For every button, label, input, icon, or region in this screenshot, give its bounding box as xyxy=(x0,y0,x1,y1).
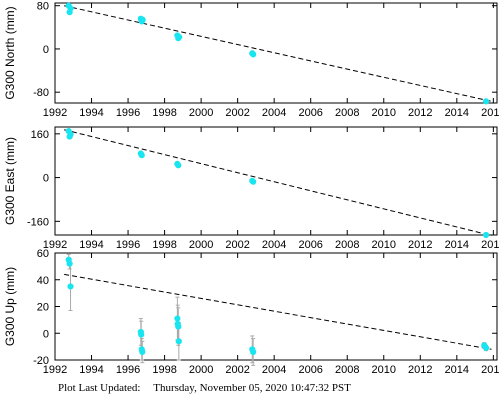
x-tick-label: 2010 xyxy=(372,364,396,376)
data-point xyxy=(482,231,490,239)
x-tick-label: 1998 xyxy=(152,107,176,119)
trend-line xyxy=(64,129,492,237)
trend-line xyxy=(64,5,492,102)
x-tick-label: 2004 xyxy=(262,239,286,251)
x-tick-label: 2014 xyxy=(445,364,469,376)
y-tick-label: -160 xyxy=(27,216,49,228)
y-axis-label: G300 North (mm) xyxy=(3,6,17,99)
data-point xyxy=(67,5,74,12)
data-point xyxy=(175,338,182,345)
plot-frame xyxy=(54,252,498,361)
plot-frame xyxy=(54,126,498,236)
x-tick-label: 2008 xyxy=(335,107,359,119)
x-tick-label: 1992 xyxy=(43,364,67,376)
x-tick-label: 2002 xyxy=(225,239,249,251)
x-tick-label: 1996 xyxy=(116,239,140,251)
data-point xyxy=(138,152,145,159)
data-point xyxy=(139,16,146,23)
x-tick-label: 2010 xyxy=(372,107,396,119)
data-point xyxy=(250,178,257,185)
data-point xyxy=(175,162,182,169)
data-point xyxy=(67,283,74,290)
y-tick-label: 60 xyxy=(37,248,49,260)
x-tick-label: 2000 xyxy=(189,107,213,119)
x-tick-label: 2012 xyxy=(408,107,432,119)
x-tick-label: 1996 xyxy=(116,107,140,119)
x-tick-label: 2014 xyxy=(445,107,469,119)
panel-1: 1992 1994 1996 1998 2000 2002 2004 2006 2008 2010… xyxy=(3,1,500,119)
footer: Plot Last Updated: Thursday, November 05… xyxy=(58,382,351,394)
x-tick-label: 2006 xyxy=(298,239,322,251)
x-tick-label: 2010 xyxy=(372,239,396,251)
x-tick-label: 1994 xyxy=(79,107,103,119)
x-tick-label: 2014 xyxy=(445,239,469,251)
x-tick-label: 1994 xyxy=(79,364,103,376)
panel-3: 1992 1994 1996 1998 2000 2002 2004 2006 2008 2010… xyxy=(3,248,500,376)
footer-timestamp: Thursday, November 05, 2020 10:47:32 PST xyxy=(153,382,351,394)
data-point xyxy=(250,51,257,58)
x-tick-label: 2006 xyxy=(298,107,322,119)
y-tick-label: 40 xyxy=(37,275,49,287)
plot-frame xyxy=(54,2,498,104)
x-tick-label: 1994 xyxy=(79,239,103,251)
data-point xyxy=(250,348,257,356)
x-tick-label: 2004 xyxy=(262,107,286,119)
x-tick-label: 2002 xyxy=(225,364,249,376)
data-point xyxy=(174,315,181,322)
data-point xyxy=(482,344,490,352)
y-tick-label: 0 xyxy=(43,44,49,56)
data-point xyxy=(482,98,490,105)
x-tick-label: 1992 xyxy=(43,239,67,251)
x-tick-label: 2012 xyxy=(408,239,432,251)
panel-2: 1992 1994 1996 1998 2000 2002 2004 2006 2008 2010… xyxy=(3,126,500,251)
x-tick-label: 1998 xyxy=(152,239,176,251)
x-tick-label: 1992 xyxy=(43,107,67,119)
data-point xyxy=(176,33,183,41)
y-tick-label: 0 xyxy=(43,328,49,340)
x-tick-label: 2000 xyxy=(189,364,213,376)
x-tick-label: 2002 xyxy=(225,107,249,119)
footer-label: Plot Last Updated: xyxy=(58,382,141,394)
data-point xyxy=(66,260,73,267)
y-tick-label: 0 xyxy=(43,173,49,185)
y-tick-label: -20 xyxy=(33,355,49,367)
x-tick-label: 2004 xyxy=(262,364,286,376)
x-tick-label: 2000 xyxy=(189,239,213,251)
x-tick-label: 1998 xyxy=(152,364,176,376)
x-tick-label: 2006 xyxy=(298,364,322,376)
x-tick-label: 2012 xyxy=(408,364,432,376)
y-tick-label: 80 xyxy=(37,1,49,13)
x-tick-label: 2008 xyxy=(335,364,359,376)
data-point xyxy=(175,323,182,330)
x-tick-label: 1996 xyxy=(116,364,140,376)
y-axis-label: G300 East (mm) xyxy=(3,137,17,225)
data-point xyxy=(67,131,74,138)
y-tick-label: -80 xyxy=(33,87,49,99)
trend-line xyxy=(64,273,492,350)
data-point xyxy=(139,348,146,356)
y-axis-label: G300 Up (mm) xyxy=(3,267,17,346)
y-tick-label: 160 xyxy=(31,129,49,141)
y-tick-label: 20 xyxy=(37,302,49,314)
x-tick-label: 2008 xyxy=(335,239,359,251)
data-point xyxy=(138,331,145,338)
